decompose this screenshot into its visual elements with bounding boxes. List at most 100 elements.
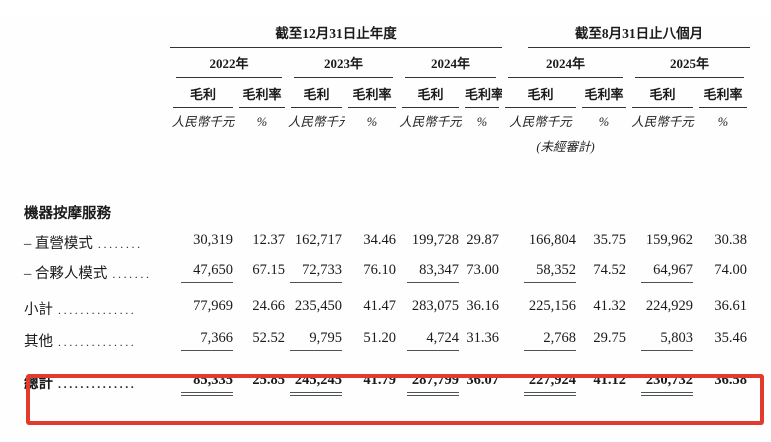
cell-2022-margin: 12.37	[252, 232, 285, 248]
cell-2024-8m-margin: 29.75	[593, 330, 626, 346]
unit-percent: %	[476, 115, 488, 129]
col-header-gross-profit: 毛利	[505, 84, 576, 108]
cell-2024-8m-margin: 74.52	[593, 262, 626, 278]
unaudited-row: (未經審計)	[0, 133, 771, 160]
col-header-gross-margin: 毛利率	[582, 84, 626, 108]
row-label: 其他..............	[24, 334, 137, 350]
cell-2025-8m-profit: 224,929	[645, 298, 693, 314]
cell-2024-8m-margin: 35.75	[593, 232, 626, 248]
col-header-gross-margin: 毛利率	[239, 84, 285, 108]
year-header-2025: 2025年	[635, 53, 744, 78]
row-label: – 合夥人模式.......	[24, 266, 152, 282]
row-partner-mode: – 合夥人模式....... 47,650 67.15 72,733 76.10…	[0, 254, 771, 288]
year-header-2024: 2024年	[405, 53, 496, 78]
year-header-2022: 2022年	[176, 53, 282, 78]
year-header-row: 2022年 2023年 2024年 2024年 2025年	[0, 48, 771, 78]
row-label: 總計..............	[24, 376, 137, 392]
cell-2022-profit: 85,335	[170, 354, 236, 410]
gross-profit-table-page: 截至12月31日止年度 截至8月31日止八個月 2022年 2023年 2024…	[0, 16, 771, 442]
period-annual-header: 截至12月31日止年度	[170, 22, 502, 48]
cell-2023-margin: 41.79	[363, 372, 396, 388]
row-others: 其他.............. 7,366 52.52 9,795 51.20…	[0, 320, 771, 354]
unit-rmb-thousands: 人民幣千元	[631, 115, 694, 129]
col-header-gross-profit: 毛利	[173, 84, 233, 108]
section-title: 機器按摩服務	[24, 206, 111, 222]
cell-2024-margin: 31.36	[466, 330, 499, 346]
cell-2025-8m-profit: 230,732	[629, 354, 696, 410]
cell-2025-8m-margin: 30.38	[714, 232, 747, 248]
cell-2023-margin: 76.10	[363, 262, 396, 278]
unit-rmb-thousands: 人民幣千元	[171, 115, 235, 129]
cell-2023-profit: 245,245	[288, 354, 345, 410]
cell-2022-margin: 67.15	[252, 262, 285, 278]
unit-rmb-thousands: 人民幣千元	[509, 115, 572, 129]
unaudited-note: (未經審計)	[536, 140, 595, 154]
unit-rmb-thousands: 人民幣千元	[288, 115, 345, 129]
year-header-2023: 2023年	[294, 53, 393, 78]
row-direct-mode: – 直營模式........ 30,319 12.37 162,717 34.4…	[0, 224, 771, 254]
dot-leader: ..............	[58, 335, 137, 349]
period-annual-header-cell: 截至12月31日止年度	[170, 16, 502, 48]
cell-2025-8m-margin: 36.58	[714, 372, 747, 388]
cell-2024-profit: 283,075	[411, 298, 459, 314]
cell-2022-profit: 47,650	[170, 254, 236, 288]
col-header-gross-profit: 毛利	[402, 84, 459, 108]
cell-2024-margin: 36.16	[466, 298, 499, 314]
unit-rmb-thousands: 人民幣千元	[399, 115, 462, 129]
row-subtotal: 小計.............. 77,969 24.66 235,450 41…	[0, 288, 771, 320]
gross-profit-table: 截至12月31日止年度 截至8月31日止八個月 2022年 2023年 2024…	[0, 16, 771, 410]
cell-2024-profit: 287,799	[399, 354, 462, 410]
cell-2025-8m-profit: 64,967	[629, 254, 696, 288]
subheader-row: 毛利 毛利率 毛利 毛利率 毛利 毛利率 毛利 毛利率 毛利 毛利率	[0, 78, 771, 108]
unit-percent: %	[598, 115, 610, 129]
dot-leader: ..............	[58, 303, 137, 317]
dot-leader: ..............	[58, 377, 137, 391]
row-total: 總計.............. 85,335 25.85 245,245 41…	[0, 354, 771, 410]
cell-2024-8m-profit: 225,156	[528, 298, 576, 314]
row-label: – 直營模式........	[24, 236, 143, 252]
cell-2025-8m-margin: 36.61	[714, 298, 747, 314]
col-header-gross-margin: 毛利率	[699, 84, 747, 108]
cell-2025-8m-margin: 74.00	[714, 262, 747, 278]
cell-2023-profit: 235,450	[294, 298, 342, 314]
col-header-gross-margin: 毛利率	[465, 84, 502, 108]
period-eight-months-header: 截至8月31日止八個月	[528, 22, 750, 48]
col-header-gross-profit: 毛利	[632, 84, 693, 108]
dot-leader: .......	[112, 267, 152, 281]
cell-2024-8m-profit: 58,352	[502, 254, 579, 288]
units-row: 人民幣千元 % 人民幣千元 % 人民幣千元 % 人民幣千元 % 人民幣千元 %	[0, 108, 771, 133]
cell-2022-profit: 7,366	[170, 320, 236, 354]
cell-2024-8m-profit: 166,804	[528, 232, 576, 248]
cell-2022-margin: 52.52	[252, 330, 285, 346]
cell-2025-8m-profit: 5,803	[629, 320, 696, 354]
cell-2022-margin: 25.85	[252, 372, 285, 388]
empty-corner	[0, 16, 170, 48]
cell-2023-margin: 41.47	[363, 298, 396, 314]
unit-percent: %	[256, 115, 268, 129]
cell-2024-profit: 199,728	[411, 232, 459, 248]
cell-2024-margin: 29.87	[466, 232, 499, 248]
dot-leader: ........	[97, 237, 143, 251]
cell-2024-margin: 73.00	[466, 262, 499, 278]
cell-2024-8m-profit: 227,924	[502, 354, 579, 410]
cell-2023-profit: 9,795	[288, 320, 345, 354]
cell-2023-profit: 72,733	[288, 254, 345, 288]
row-label: 小計..............	[24, 302, 137, 318]
cell-2023-margin: 34.46	[363, 232, 396, 248]
cell-2025-8m-profit: 159,962	[645, 232, 693, 248]
cell-2022-margin: 24.66	[252, 298, 285, 314]
cell-2024-8m-profit: 2,768	[502, 320, 579, 354]
spacer-row	[0, 160, 771, 198]
unit-percent: %	[717, 115, 729, 129]
cell-2024-8m-margin: 41.32	[593, 298, 626, 314]
cell-2023-margin: 51.20	[363, 330, 396, 346]
cell-2022-profit: 77,969	[193, 298, 233, 314]
period-eight-months-header-cell: 截至8月31日止八個月	[502, 16, 750, 48]
cell-2022-profit: 30,319	[193, 232, 233, 248]
cell-2024-profit: 83,347	[399, 254, 462, 288]
unit-percent: %	[366, 115, 378, 129]
cell-2024-profit: 4,724	[399, 320, 462, 354]
col-header-gross-profit: 毛利	[291, 84, 342, 108]
year-header-2024-8m: 2024年	[508, 53, 623, 78]
section-header-row: 機器按摩服務	[0, 198, 771, 224]
